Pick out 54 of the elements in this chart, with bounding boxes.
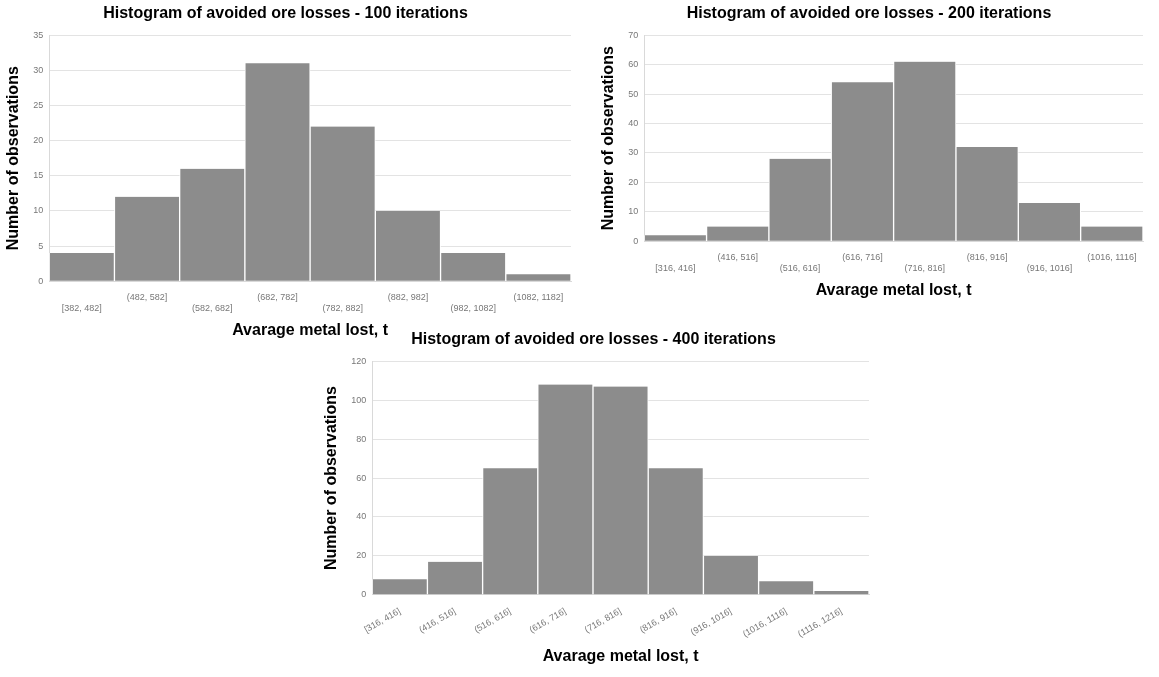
x-axis-title: Avarage metal lost, t [542,646,700,664]
x-tick-label: (582, 682] [192,302,233,313]
y-axis-title: Number of observations [4,66,22,251]
y-tick-label: 80 [356,433,367,444]
y-tick-label: 20 [356,550,367,561]
x-tick-label: (682, 782] [257,292,298,303]
chart-title: Histogram of avoided ore losses - 100 iterations [103,4,468,22]
y-tick-label: 60 [628,59,639,70]
x-tick-label: (616, 716] [527,605,568,635]
y-tick-label: 25 [33,99,44,110]
x-tick-label: (782, 882] [322,302,363,313]
x-tick-label: (816, 916] [966,252,1008,263]
x-tick-label: (816, 916] [638,605,679,635]
y-tick-label: 30 [628,147,639,158]
y-tick-label: 70 [628,29,639,40]
x-tick-label: [382, 482] [61,302,102,313]
x-tick-label: (516, 616] [472,605,513,635]
y-tick-label: 60 [356,472,367,483]
x-tick-label: (616, 716] [842,252,883,263]
y-tick-label: 20 [628,176,639,187]
y-tick-label: 5 [38,240,44,251]
x-tick-label: (416, 516] [717,252,758,263]
x-tick-label: (482, 582] [126,292,168,303]
x-axis-title: Avarage metal lost, t [232,320,389,338]
x-tick-label: (716, 816] [904,262,946,273]
x-tick-label: (1016, 1116] [1087,252,1137,263]
y-tick-label: 35 [33,29,44,40]
x-tick-label: (882, 982] [387,292,429,303]
y-tick-label: 40 [628,117,639,128]
y-tick-label: 15 [33,170,44,181]
x-tick-label: (716, 816] [582,605,623,635]
x-axis-title: Avarage metal lost, t [815,280,973,298]
y-tick-label: 120 [351,355,367,366]
y-tick-label: 0 [361,589,367,600]
y-tick-label: 10 [33,205,44,216]
y-tick-label: 0 [633,235,639,246]
y-axis-title: Number of observations [322,385,340,571]
y-tick-label: 40 [356,511,367,522]
x-tick-label: [316, 416] [655,262,696,273]
x-tick-label: [316, 416] [362,605,403,635]
y-tick-label: 50 [628,88,639,99]
y-tick-label: 0 [38,275,44,286]
y-axis-title: Number of observations [599,46,617,231]
x-tick-label: (516, 616] [779,262,821,273]
chart-title: Histogram of avoided ore losses - 200 iterations [686,4,1052,22]
y-tick-label: 100 [351,394,367,405]
y-tick-label: 10 [628,206,639,217]
x-tick-label: (982, 1082] [450,302,496,313]
y-tick-label: 20 [33,135,44,146]
x-tick-label: (416, 516] [417,605,458,635]
x-tick-label: (1082, 1182] [513,292,564,303]
chart-title: Histogram of avoided ore losses - 400 iterations [411,330,776,348]
y-tick-label: 30 [33,64,44,75]
x-tick-label: (916, 1016] [1026,262,1073,273]
